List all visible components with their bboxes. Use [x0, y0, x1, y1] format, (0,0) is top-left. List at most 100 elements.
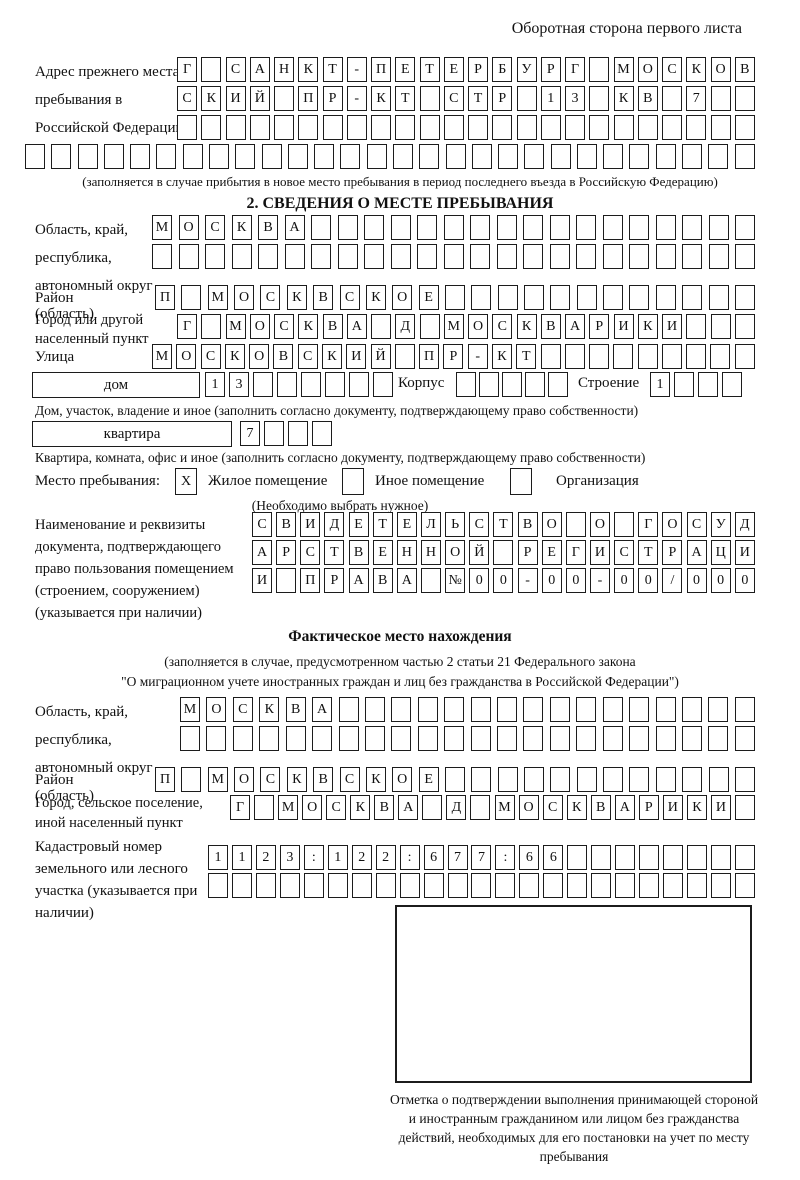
char-cell: С: [339, 767, 360, 792]
char-cell: И: [710, 795, 731, 820]
char-cell: А: [284, 215, 305, 240]
char-cell: [710, 314, 731, 339]
char-cell: [395, 115, 416, 140]
stay-type-checkbox-organization: [510, 468, 532, 495]
char-cell: [548, 372, 568, 397]
actual-region-label: Область, край, республика, автономный ок…: [35, 704, 153, 804]
char-cell: П: [298, 86, 319, 111]
char-cell: [364, 215, 384, 240]
char-cell: [708, 726, 729, 751]
char-cell: [420, 568, 441, 593]
char-cell: [708, 697, 729, 722]
char-cell: [686, 344, 707, 369]
stay-type-checkbox-other: [342, 468, 364, 495]
char-cell: [274, 115, 294, 140]
char-cell: П: [155, 285, 175, 310]
char-cell: [201, 57, 222, 82]
actual-location-note-2: "О миграционном учете иностранных гражда…: [121, 674, 679, 689]
char-cell: [708, 215, 729, 240]
char-cell: 0: [638, 568, 659, 593]
korpus-cells: [456, 372, 568, 397]
char-cell: [287, 144, 308, 169]
char-cell: У: [516, 57, 537, 82]
char-cell: [447, 873, 468, 898]
char-cell: [540, 115, 561, 140]
char-cell: С: [443, 86, 464, 111]
char-cell: [615, 845, 636, 870]
street-label: Улица: [35, 349, 75, 365]
char-cell: [589, 57, 610, 82]
char-cell: 2: [351, 845, 372, 870]
char-cell: [682, 144, 703, 169]
char-cell: О: [206, 697, 227, 722]
char-cell: [722, 372, 742, 397]
char-cell: К: [686, 57, 707, 82]
stay-type-option-organization-label: Организация: [556, 473, 639, 489]
char-cell: [734, 873, 755, 898]
char-cell: [682, 697, 703, 722]
char-cell: [338, 697, 359, 722]
char-cell: [445, 144, 466, 169]
stay-type-note: (Необходимо выбрать нужное): [251, 498, 429, 513]
char-cell: И: [346, 344, 367, 369]
char-cell: [470, 697, 491, 722]
char-cell: [708, 285, 729, 310]
char-cell: [629, 767, 650, 792]
char-cell: 7: [447, 845, 468, 870]
actual-location-note-1: (заполняется в случае, предусмотренном ч…: [164, 654, 636, 669]
char-cell: Т: [638, 540, 659, 565]
char-cell: И: [734, 540, 755, 565]
char-cell: [589, 115, 610, 140]
char-cell: С: [274, 314, 294, 339]
char-cell: [687, 845, 708, 870]
char-cell: О: [234, 285, 255, 310]
char-cell: [549, 726, 570, 751]
char-cell: [254, 795, 275, 820]
char-cell: [629, 244, 649, 269]
char-cell: [655, 215, 676, 240]
char-cell: [687, 873, 708, 898]
char-cell: [734, 767, 755, 792]
char-cell: 6: [519, 845, 540, 870]
char-cell: С: [260, 767, 281, 792]
char-cell: И: [662, 314, 682, 339]
cadastral-label: Кадастровый номер земельного или лесного…: [35, 839, 198, 921]
char-cell: [591, 845, 612, 870]
char-cell: [497, 697, 518, 722]
char-cell: [655, 697, 676, 722]
char-cell: [524, 285, 545, 310]
char-cell: Т: [372, 512, 393, 537]
char-cell: В: [734, 57, 755, 82]
char-cell: К: [231, 215, 252, 240]
char-cell: 0: [710, 568, 731, 593]
char-cell: [629, 144, 650, 169]
char-cell: С: [260, 285, 281, 310]
char-cell: О: [249, 344, 270, 369]
char-cell: В: [372, 568, 393, 593]
house-note: Дом, участок, владение и иное (заполнить…: [35, 403, 639, 418]
char-cell: [550, 767, 571, 792]
char-cell: [686, 314, 707, 339]
char-cell: [603, 144, 624, 169]
char-cell: [276, 568, 297, 593]
char-cell: 1: [650, 372, 670, 397]
char-cell: [208, 144, 229, 169]
char-cell: Г: [565, 540, 586, 565]
char-cell: [603, 285, 624, 310]
char-cell: [655, 144, 676, 169]
char-cell: [565, 512, 586, 537]
char-cell: М: [207, 767, 228, 792]
char-cell: [130, 144, 151, 169]
char-cell: [496, 215, 517, 240]
char-cell: -: [346, 86, 367, 111]
char-cell: 1: [231, 845, 252, 870]
char-cell: [303, 873, 324, 898]
char-cell: Т: [322, 57, 343, 82]
char-cell: К: [365, 285, 386, 310]
char-cell: [614, 512, 635, 537]
char-cell: К: [224, 344, 245, 369]
char-cell: М: [207, 285, 228, 310]
